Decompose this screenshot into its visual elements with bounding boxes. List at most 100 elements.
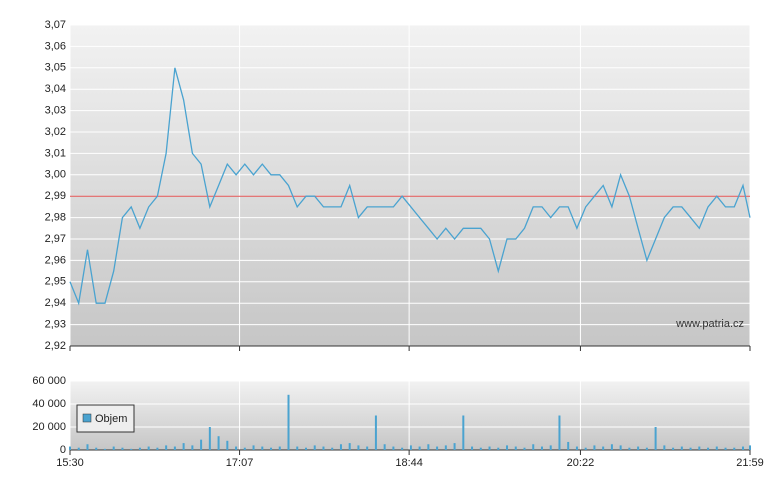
volume-bar (506, 445, 509, 450)
y-tick-label: 3,01 (45, 147, 66, 159)
volume-bar (287, 394, 290, 450)
y-tick-label: 0 (60, 444, 66, 456)
volume-bar (549, 445, 552, 450)
y-tick-label: 3,04 (45, 83, 66, 95)
volume-bar (672, 447, 675, 450)
volume-bar (602, 446, 605, 450)
y-tick-label: 40 000 (32, 398, 66, 410)
volume-bar (471, 446, 474, 450)
y-tick-label: 2,99 (45, 190, 66, 202)
volume-bar (322, 446, 325, 450)
volume-bar (165, 445, 168, 450)
volume-bar (173, 446, 176, 450)
volume-bar (401, 447, 404, 450)
volume-bar (645, 447, 648, 450)
y-tick-label: 2,92 (45, 340, 66, 352)
volume-bar (663, 445, 666, 450)
volume-bar (707, 447, 710, 450)
volume-bar (138, 447, 141, 450)
volume-bar (698, 446, 701, 450)
volume-bar (514, 446, 517, 450)
volume-bar (313, 445, 316, 450)
volume-bar (112, 446, 115, 450)
volume-bar (610, 444, 613, 450)
volume-bar (121, 447, 124, 450)
volume-bar (339, 444, 342, 450)
volume-bar (77, 447, 80, 450)
volume-bar (453, 443, 456, 450)
volume-bar (540, 446, 543, 450)
legend-label: Objem (95, 413, 127, 425)
x-tick-label: 18:44 (395, 457, 423, 469)
price-line (69, 67, 751, 306)
volume-bar (715, 446, 718, 450)
y-tick-label: 2,98 (45, 212, 66, 224)
plot-background (70, 381, 750, 450)
volume-bar (304, 447, 307, 450)
y-tick-label: 3,05 (45, 62, 66, 74)
volume-bar (462, 415, 465, 450)
volume-bar (637, 446, 640, 450)
volume-bar (497, 447, 500, 450)
volume-bar (270, 447, 273, 450)
volume-bar (357, 445, 360, 450)
y-tick-label: 2,97 (45, 233, 66, 245)
volume-bar (427, 444, 430, 450)
volume-bar (217, 436, 220, 450)
x-tick-label: 21:59 (736, 457, 764, 469)
volume-bar (130, 448, 133, 450)
volume-bar (575, 446, 578, 450)
volume-bar (103, 448, 106, 450)
volume-bar (436, 446, 439, 450)
volume-bar (156, 447, 159, 450)
y-tick-label: 2,93 (45, 319, 66, 331)
volume-bar (226, 440, 229, 450)
volume-bar (331, 447, 334, 450)
volume-bar (243, 447, 246, 450)
volume-bar (374, 415, 377, 450)
y-tick-label: 3,06 (45, 40, 66, 52)
volume-bar (208, 427, 211, 450)
x-tick-label: 20:22 (567, 457, 595, 469)
volume-bar (261, 446, 264, 450)
volume-bar (366, 446, 369, 450)
volume-bar (689, 447, 692, 450)
volume-bar (532, 444, 535, 450)
volume-bar (567, 441, 570, 450)
x-tick-label: 17:07 (226, 457, 254, 469)
y-tick-label: 2,94 (45, 297, 66, 309)
volume-bar (252, 445, 255, 450)
volume-bar (348, 443, 351, 450)
volume-bar (383, 444, 386, 450)
volume-bar (593, 445, 596, 450)
volume-bar (733, 447, 736, 450)
volume-bar (749, 445, 751, 450)
watermark: www.patria.cz (675, 318, 744, 330)
volume-bar (584, 447, 587, 450)
volume-bar (409, 445, 412, 450)
volume-bar (742, 446, 745, 450)
volume-bar (235, 446, 238, 450)
volume-bar (278, 446, 281, 450)
volume-bar (296, 446, 299, 450)
volume-bar (418, 446, 421, 450)
volume-bar (392, 446, 395, 450)
volume-bar (523, 447, 526, 450)
volume-bar (488, 446, 491, 450)
volume-bar (95, 447, 98, 450)
y-tick-label: 3,00 (45, 169, 66, 181)
volume-bar (191, 445, 194, 450)
x-tick-label: 15:30 (56, 457, 84, 469)
volume-bar (558, 415, 561, 450)
volume-bar (654, 427, 657, 450)
y-tick-label: 60 000 (32, 375, 66, 387)
volume-bar (724, 447, 727, 450)
y-tick-label: 2,95 (45, 276, 66, 288)
y-tick-label: 2,96 (45, 254, 66, 266)
legend-swatch (82, 413, 92, 423)
volume-bar (680, 446, 683, 450)
volume-bar (200, 439, 203, 450)
y-tick-label: 20 000 (32, 421, 66, 433)
volume-bar (147, 446, 150, 450)
